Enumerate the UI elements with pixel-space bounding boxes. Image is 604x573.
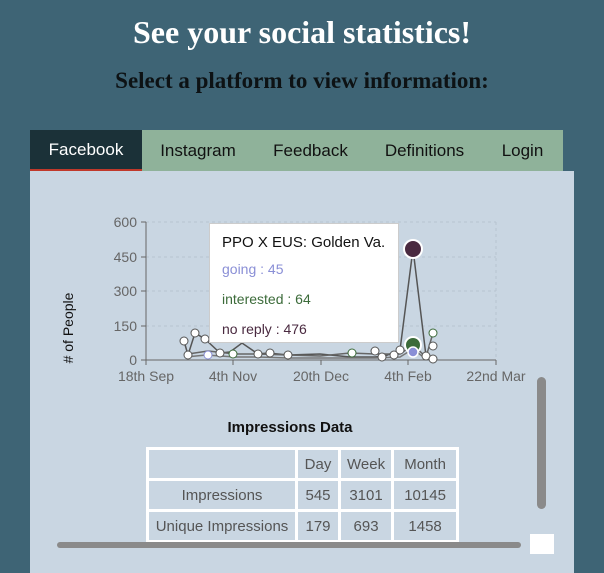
page-subtitle: Select a platform to view information: [115,68,489,93]
data-point[interactable] [253,349,263,359]
y-axis-label: # of People [60,292,76,363]
y-tick-label: 150 [114,318,138,334]
content-panel: · · · · · · · · · · · · · 0 150 300 450 … [30,171,574,573]
x-tick-label: 18th Sep [118,368,174,384]
table-header-row: Day Week Month [146,447,460,481]
tab-feedback[interactable]: Feedback [273,140,348,160]
table-cell: 1458 [391,509,460,543]
tab-facebook[interactable]: Facebook [30,130,142,171]
data-point[interactable] [428,341,438,351]
data-point[interactable] [228,349,238,359]
tab-instagram[interactable]: Instagram [160,140,236,160]
y-tick-label: 0 [129,352,137,368]
tab-login[interactable]: Login [501,140,544,160]
x-ticks: 18th Sep 4th Nov 20th Dec 4th Feb 22nd M… [118,360,526,384]
tab-definitions[interactable]: Definitions [384,140,465,160]
data-point[interactable] [265,348,275,358]
impressions-title: Impressions Data [227,419,353,436]
table-row: Unique Impressions 179 693 1458 [146,509,460,543]
highlight-point-going[interactable] [407,346,419,358]
x-tick-label: 20th Dec [293,368,349,384]
table-cell: 10145 [391,478,460,512]
table-cell: 693 [337,509,395,543]
table-row: Impressions 545 3101 10145 [146,478,460,512]
horizontal-scrollbar[interactable] [57,542,521,548]
faded-legend: · · · · · · · · · · · · · [180,179,430,185]
data-point[interactable] [179,336,189,346]
scrollbar-corner [530,534,554,554]
table-cell: 545 [295,478,341,512]
impressions-table: Day Week Month Impressions 545 3101 1014… [146,447,460,543]
data-point[interactable] [203,350,213,360]
tooltip-going: going : 45 [222,261,284,277]
tooltip-interested: interested : 64 [222,291,311,307]
table-cell: Impressions [146,478,298,512]
series-points [179,239,438,364]
data-point[interactable] [389,350,399,360]
data-point[interactable] [190,328,200,338]
highlight-point-no-reply[interactable] [403,239,423,259]
data-point[interactable] [370,346,380,356]
data-point[interactable] [200,334,210,344]
tooltip-title: PPO X EUS: Golden Va... [222,234,386,251]
y-tick-label: 600 [114,214,138,230]
data-point[interactable] [183,350,193,360]
table-cell: 3101 [337,478,395,512]
platform-tabs: Facebook Instagram Feedback Definitions … [30,130,563,171]
x-tick-label: 4th Nov [209,368,257,384]
table-header-cell: Week [337,447,395,481]
table-cell: 179 [295,509,341,543]
chart-tooltip: PPO X EUS: Golden Va... going : 45 inter… [209,223,399,343]
table-header-cell: Day [295,447,341,481]
table-header-cell [146,447,298,481]
y-tick-label: 300 [114,283,138,299]
data-point[interactable] [283,350,293,360]
events-chart: 0 150 300 450 600 18th Sep 4th Nov 20th … [60,214,526,384]
data-point[interactable] [377,352,387,362]
x-tick-label: 4th Feb [384,368,432,384]
y-ticks: 0 150 300 450 600 [114,214,146,368]
data-point[interactable] [215,348,225,358]
data-point[interactable] [347,348,357,358]
data-point[interactable] [395,345,405,355]
tooltip-no-reply: no reply : 476 [222,321,307,337]
page-title: See your social statistics! [132,14,472,50]
y-tick-label: 450 [114,249,138,265]
data-point[interactable] [428,328,438,338]
table-header-cell: Month [391,447,460,481]
table-cell: Unique Impressions [146,509,298,543]
x-tick-label: 22nd Mar [466,368,525,384]
data-point[interactable] [428,354,438,364]
vertical-scrollbar[interactable] [537,377,546,509]
